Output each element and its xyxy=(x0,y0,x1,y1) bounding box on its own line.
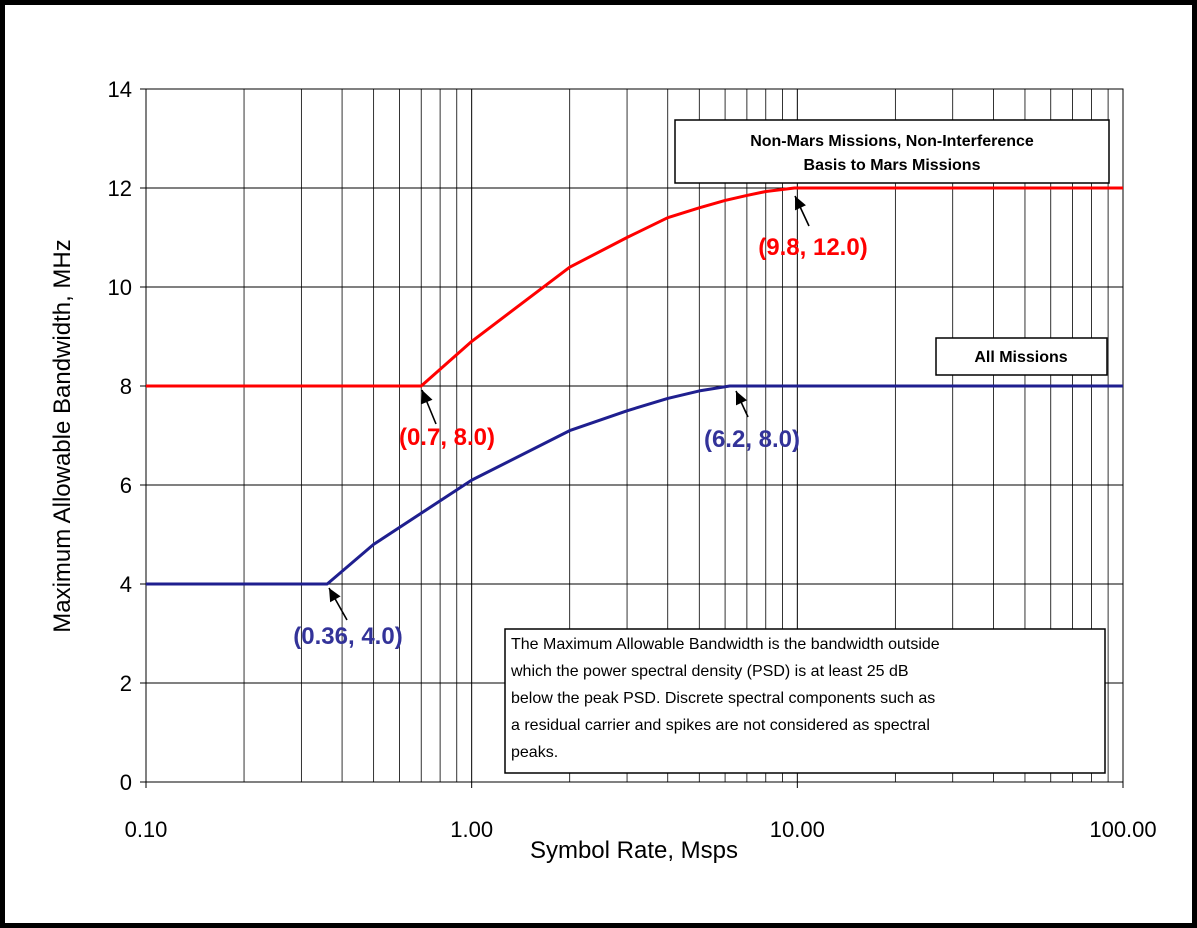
y-tick-labels: 0 2 4 6 8 10 12 14 xyxy=(108,77,146,795)
x-tick-labels: 0.10 1.00 10.00 100.00 xyxy=(125,782,1157,842)
x-axis-title: Symbol Rate, Msps xyxy=(530,837,738,864)
y-tick-label: 2 xyxy=(120,671,132,696)
series-lines xyxy=(146,186,1123,586)
callout-label: (0.7, 8.0) xyxy=(399,424,495,451)
x-tick-label: 100.00 xyxy=(1089,817,1156,842)
y-tick-label: 12 xyxy=(108,176,132,201)
y-tick-label: 8 xyxy=(120,374,132,399)
callout-label: (0.36, 4.0) xyxy=(293,623,402,650)
y-axis-title: Maximum Allowable Bandwidth, MHz xyxy=(49,239,76,632)
x-tick-label: 1.00 xyxy=(450,817,493,842)
x-tick-label: 0.10 xyxy=(125,817,168,842)
y-tick-label: 4 xyxy=(120,572,132,597)
all-missions-label-box: All Missions xyxy=(935,337,1108,376)
y-tick-label: 14 xyxy=(108,77,132,102)
series-line-all-missions xyxy=(146,384,1123,586)
non-mars-label-line2: Basis to Mars Missions xyxy=(804,157,981,174)
callouts: (0.7, 8.0) (9.8, 12.0) (0.36, 4.0) (6.2, 8.… xyxy=(293,195,868,650)
plot-area xyxy=(145,88,1124,783)
callout-arrow-head xyxy=(736,391,747,406)
note-line: The Maximum Allowable Bandwidth is the b… xyxy=(511,636,940,653)
note-lines: The Maximum Allowable Bandwidth is the b… xyxy=(510,636,940,761)
note-line: below the peak PSD. Discrete spectral co… xyxy=(511,690,935,707)
y-tick-label: 6 xyxy=(120,473,132,498)
y-tick-label: 10 xyxy=(108,275,132,300)
callout-arrow-head xyxy=(329,588,341,603)
series-line-non-mars xyxy=(146,186,1123,388)
note-line: peaks. xyxy=(511,744,558,761)
definition-note-box: The Maximum Allowable Bandwidth is the b… xyxy=(504,628,1106,774)
all-missions-label: All Missions xyxy=(974,349,1067,366)
callout-label: (9.8, 12.0) xyxy=(758,234,867,261)
note-line: a residual carrier and spikes are not co… xyxy=(511,717,930,734)
x-tick-label: 10.00 xyxy=(770,817,825,842)
callout-label: (6.2, 8.0) xyxy=(704,426,800,453)
callout-arrow-head xyxy=(421,390,433,405)
y-tick-label: 0 xyxy=(120,770,132,795)
non-mars-label-box: Non-Mars Missions, Non-Interference Basi… xyxy=(674,119,1110,184)
note-line: which the power spectral density (PSD) i… xyxy=(510,663,909,680)
callout-arrow-head xyxy=(795,196,806,211)
non-mars-label-line1: Non-Mars Missions, Non-Interference xyxy=(750,133,1034,150)
